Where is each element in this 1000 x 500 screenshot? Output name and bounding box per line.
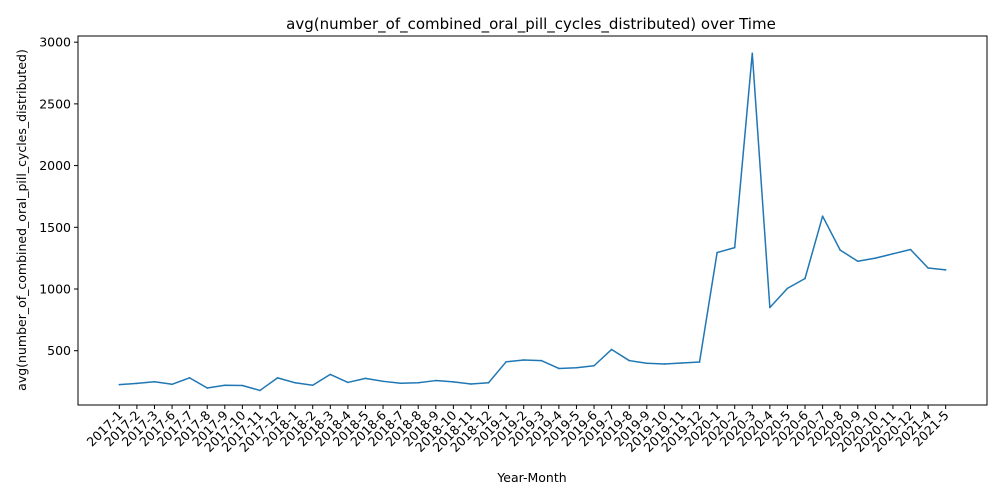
data-point	[804, 277, 806, 280]
chart-title: avg(number_of_combined_oral_pill_cycles_…	[286, 15, 776, 34]
data-point	[628, 359, 630, 362]
data-point	[276, 377, 279, 379]
data-point	[610, 348, 613, 351]
data-point	[839, 249, 841, 251]
data-point	[540, 359, 543, 362]
data-point	[153, 381, 156, 383]
data-point	[417, 381, 420, 384]
data-point	[716, 251, 718, 254]
data-point	[681, 362, 683, 364]
data-point	[329, 373, 332, 376]
data-point	[786, 287, 789, 290]
data-point	[259, 389, 261, 392]
x-axis: 2017-12017-22017-32017-62017-72017-82017…	[84, 405, 952, 455]
data-point	[575, 366, 578, 369]
data-point	[118, 383, 121, 386]
data-point	[558, 367, 560, 370]
data-point	[751, 52, 754, 55]
data-point	[206, 387, 209, 389]
data-point	[663, 363, 666, 365]
data-point	[593, 364, 595, 367]
y-tick-label: 500	[47, 343, 71, 358]
data-point	[821, 215, 824, 217]
plot-area	[77, 35, 988, 406]
data-point	[733, 246, 736, 249]
data-point	[347, 381, 349, 384]
data-point	[874, 257, 877, 259]
data-point	[645, 362, 648, 365]
data-point	[224, 384, 226, 387]
data-point	[698, 361, 701, 363]
data-point	[241, 384, 244, 387]
data-point	[382, 380, 384, 383]
data-point	[856, 260, 859, 263]
data-point	[136, 382, 138, 385]
y-tick-label: 2500	[39, 96, 71, 111]
data-point	[452, 381, 455, 383]
data-point	[769, 306, 771, 309]
series-line	[119, 52, 946, 392]
data-point	[171, 383, 173, 386]
data-point	[399, 382, 402, 385]
data-point	[505, 361, 507, 363]
data-point	[487, 381, 490, 384]
y-axis: 500 1000 1500 2000 2500 3000	[39, 35, 78, 358]
y-tick-label: 2000	[39, 158, 71, 173]
data-point	[311, 384, 314, 387]
y-tick-label: 1500	[39, 220, 71, 235]
data-point	[909, 248, 912, 251]
x-axis-label: Year-Month	[496, 470, 566, 485]
data-point	[892, 253, 894, 255]
data-point	[435, 379, 437, 382]
data-point	[927, 267, 929, 269]
y-axis-label: avg(number_of_combined_oral_pill_cycles_…	[14, 49, 29, 391]
data-point	[188, 377, 191, 379]
plot-frame	[77, 35, 988, 406]
data-point	[522, 359, 525, 361]
data-point	[294, 381, 296, 384]
y-tick-label: 3000	[39, 35, 71, 50]
data-point	[364, 377, 367, 380]
y-tick-label: 1000	[39, 281, 71, 296]
data-point	[470, 383, 472, 385]
data-point	[944, 269, 947, 271]
